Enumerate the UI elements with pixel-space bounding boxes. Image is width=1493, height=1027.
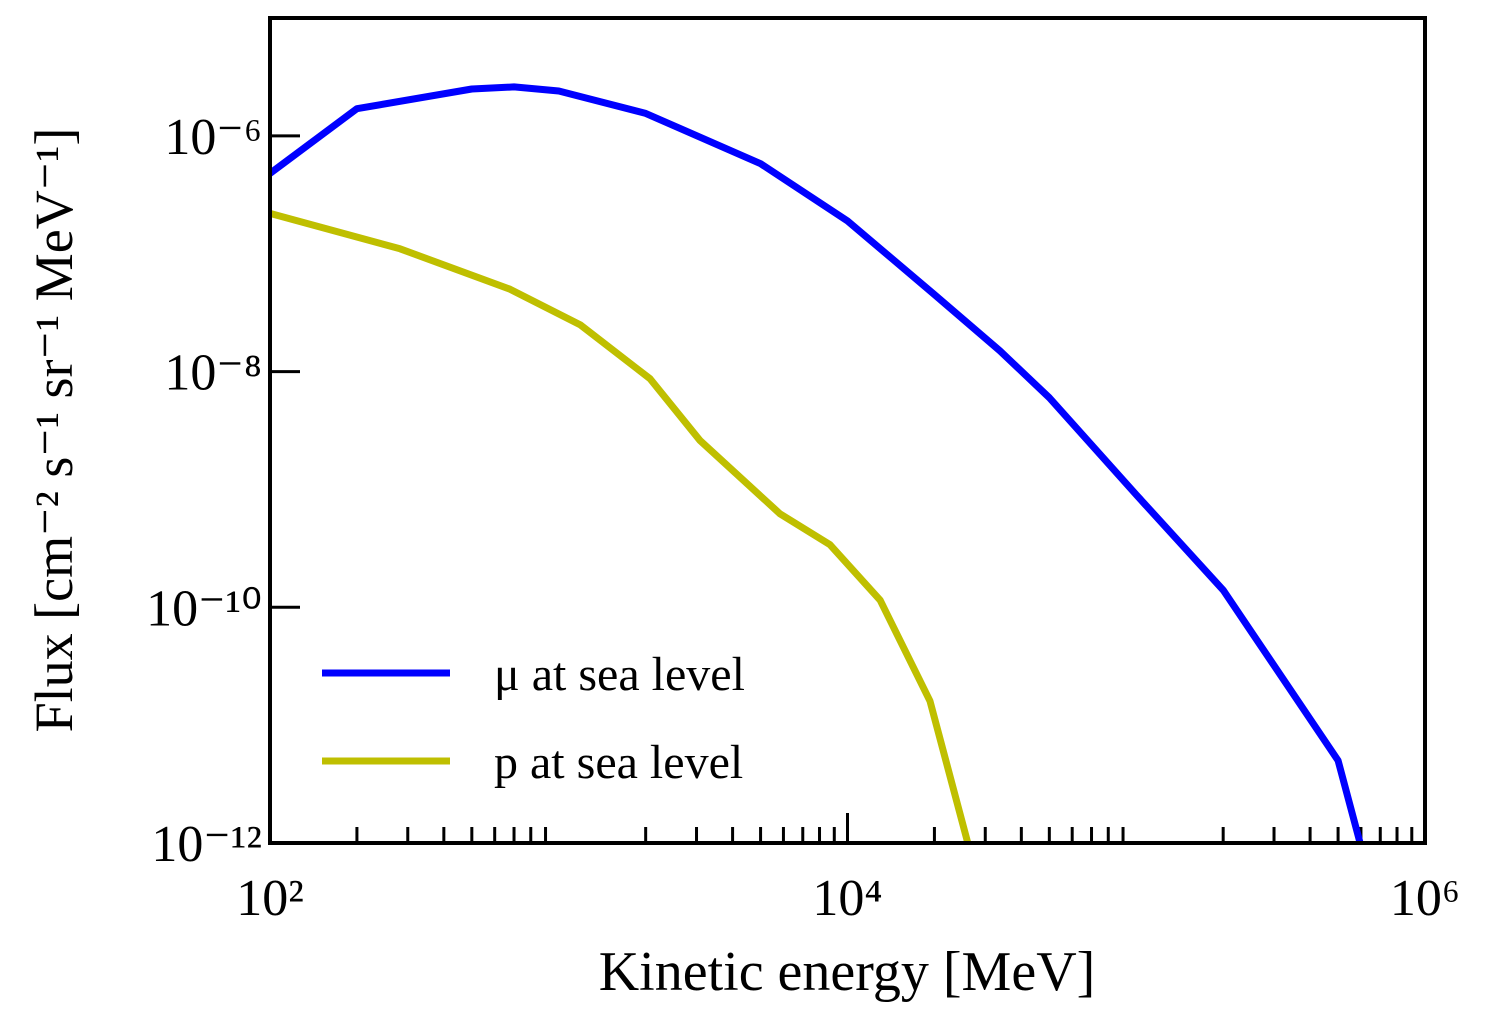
x-tick-label: 10² [236, 870, 304, 927]
y-tick-label: 10⁻¹⁰ [146, 580, 262, 637]
legend-label: p at sea level [494, 736, 743, 789]
x-tick-label: 10⁴ [812, 870, 882, 927]
y-tick-label: 10⁻⁸ [164, 345, 262, 402]
x-axis-label: Kinetic energy [MeV] [599, 941, 1096, 1003]
series-line [270, 210, 972, 843]
y-tick-label: 10⁻¹² [151, 816, 262, 873]
y-axis-label: Flux [cm⁻² s⁻¹ sr⁻¹ MeV⁻¹] [24, 128, 84, 733]
legend-label: μ at sea level [494, 648, 745, 701]
y-tick-label: 10⁻⁶ [164, 109, 262, 166]
series-line [270, 83, 1364, 843]
plot-frame [268, 16, 1427, 845]
x-tick-label: 10⁶ [1390, 870, 1460, 927]
